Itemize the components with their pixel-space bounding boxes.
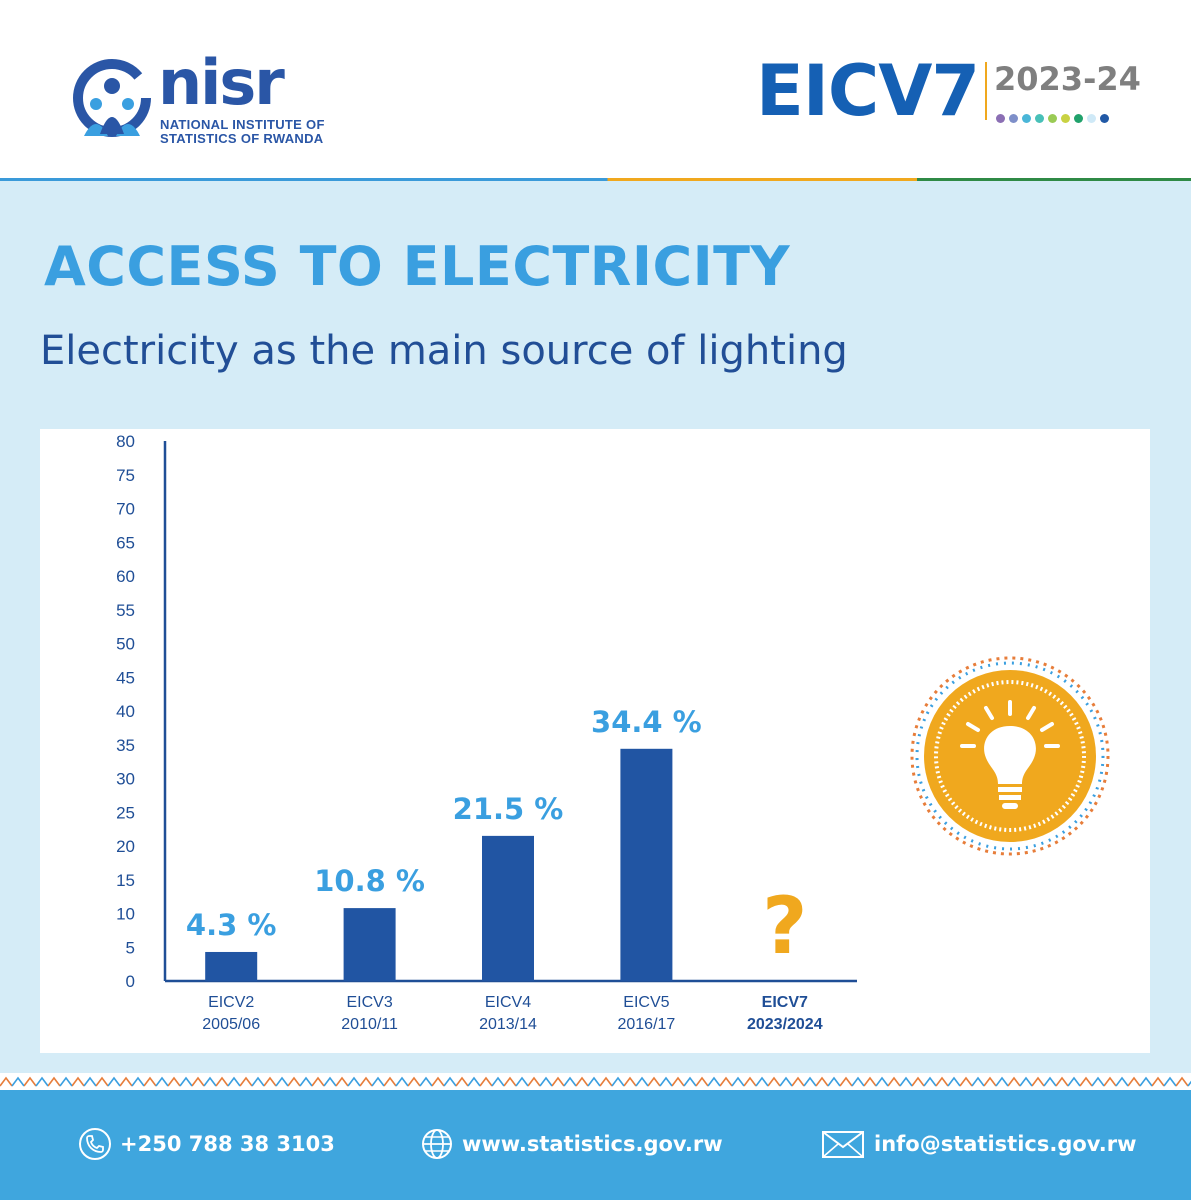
logo-subtitle-line1: NATIONAL INSTITUTE OF: [160, 117, 325, 132]
y-tick-label: 75: [116, 466, 135, 485]
y-tick-label: 15: [116, 871, 135, 890]
logo-name: nisr: [158, 46, 285, 119]
header-divider-line: [0, 178, 1191, 181]
y-tick-label: 25: [116, 803, 135, 822]
color-dot: [1035, 114, 1044, 123]
data-label: 34.4 %: [591, 705, 702, 739]
title-divider: [985, 62, 987, 120]
unknown-value-label: ?: [762, 882, 807, 972]
y-tick-label: 70: [116, 500, 135, 519]
color-dot: [1074, 114, 1083, 123]
color-dot: [1022, 114, 1031, 123]
x-tick-label: EICV2: [208, 994, 254, 1011]
decorative-pattern-strip: [0, 1074, 1191, 1090]
x-tick-label: EICV7: [762, 994, 808, 1011]
y-tick-label: 30: [116, 770, 135, 789]
x-tick-label: EICV4: [485, 994, 531, 1011]
color-dot: [1048, 114, 1057, 123]
y-tick-label: 5: [126, 938, 135, 957]
globe-icon: [422, 1129, 452, 1159]
y-tick-label: 55: [116, 601, 135, 620]
y-tick-label: 45: [116, 668, 135, 687]
y-tick-label: 20: [116, 837, 135, 856]
bar: [482, 835, 534, 981]
x-tick-label: 2013/14: [479, 1016, 537, 1033]
color-dot: [996, 114, 1005, 123]
logo-subtitle: NATIONAL INSTITUTE OF STATISTICS OF RWAN…: [160, 118, 325, 146]
x-tick-label: 2023/2024: [747, 1016, 823, 1033]
x-tick-label: EICV3: [346, 994, 392, 1011]
y-tick-label: 50: [116, 635, 135, 654]
x-tick-label: 2016/17: [617, 1016, 675, 1033]
chart-container: 0 5 10 15 20 25 30 35 40 45 50 55 60 65 70 75 80 4.3 % EIC…: [40, 429, 1150, 1053]
bar: [620, 748, 673, 981]
logo-subtitle-line2: STATISTICS OF RWANDA: [160, 131, 324, 146]
phone-icon: [79, 1128, 111, 1160]
email-link[interactable]: info@statistics.gov.rw: [874, 1132, 1137, 1156]
color-dot: [1009, 114, 1018, 123]
data-label: 10.8 %: [314, 864, 425, 898]
page-title: ACCESS TO ELECTRICITY: [44, 235, 791, 298]
color-dot: [1100, 114, 1109, 123]
footer-phone[interactable]: +250 788 38 3103: [78, 1127, 335, 1161]
survey-title: EICV7: [756, 50, 980, 132]
phone-number[interactable]: +250 788 38 3103: [120, 1132, 335, 1156]
y-tick-label: 40: [116, 702, 135, 721]
y-tick-label: 65: [116, 533, 135, 552]
x-tick-label: 2010/11: [341, 1016, 398, 1033]
data-label: 21.5 %: [453, 792, 564, 826]
data-label: 4.3 %: [186, 908, 277, 942]
color-dot: [1087, 114, 1096, 123]
bar-chart: 0 5 10 15 20 25 30 35 40 45 50 55 60 65 70 75 80 4.3 % EIC…: [116, 432, 857, 1033]
survey-years: 2023-24: [994, 60, 1141, 98]
footer-website[interactable]: www.statistics.gov.rw: [420, 1127, 723, 1161]
color-dots: [996, 110, 1113, 128]
y-tick-label: 35: [116, 736, 135, 755]
lightbulb-icon: [910, 656, 1110, 856]
header: nisr NATIONAL INSTITUTE OF STATISTICS OF…: [0, 0, 1191, 178]
color-dot: [1061, 114, 1070, 123]
x-tick-label: 2005/06: [202, 1016, 260, 1033]
y-tick-label: 80: [116, 432, 135, 451]
bar: [343, 908, 396, 981]
y-tick-label: 0: [126, 972, 135, 991]
mail-icon: [822, 1131, 864, 1158]
nisr-logo-icon: [73, 59, 151, 137]
y-tick-label: 60: [116, 567, 135, 586]
footer-email[interactable]: info@statistics.gov.rw: [820, 1127, 1137, 1161]
y-tick-label: 10: [116, 905, 135, 924]
bar: [205, 951, 258, 981]
footer: [0, 1090, 1191, 1200]
page-subtitle: Electricity as the main source of lighti…: [40, 328, 848, 374]
website-link[interactable]: www.statistics.gov.rw: [462, 1132, 723, 1156]
x-tick-label: EICV5: [623, 994, 669, 1011]
